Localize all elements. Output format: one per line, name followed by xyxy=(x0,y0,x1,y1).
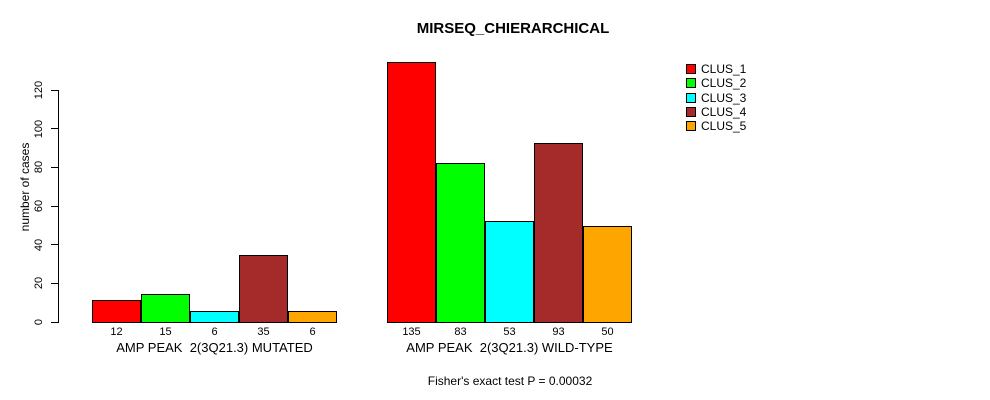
y-tick-mark xyxy=(51,89,58,91)
legend-label: CLUS_2 xyxy=(701,76,747,91)
legend-swatch xyxy=(686,92,696,103)
y-tick-label: 60 xyxy=(33,199,45,213)
bar-group1-clus2 xyxy=(141,294,190,323)
y-tick-label: 20 xyxy=(33,277,45,290)
y-tick-label: 80 xyxy=(33,161,45,174)
legend-item: CLUS_1 xyxy=(686,62,746,76)
legend-swatch xyxy=(686,78,696,89)
legend-label: CLUS_3 xyxy=(701,90,747,105)
bar-value-label-group2-clus1: 135 xyxy=(402,326,421,338)
legend-item: CLUS_5 xyxy=(686,119,746,133)
x-group-label-1: AMP PEAK 2(3Q21.3) MUTATED xyxy=(116,340,313,355)
legend-item: CLUS_4 xyxy=(686,105,746,119)
bar-group2-clus4 xyxy=(534,143,583,323)
bar-group1-clus3 xyxy=(190,311,239,323)
bar-value-label-group1-clus2: 15 xyxy=(159,326,172,338)
legend-label: CLUS_4 xyxy=(701,105,747,120)
legend-swatch xyxy=(686,121,696,132)
y-tick-mark xyxy=(51,205,58,207)
legend: CLUS_1 CLUS_2 CLUS_3 CLUS_4 CLUS_5 xyxy=(686,62,746,133)
legend-label: CLUS_5 xyxy=(701,119,747,134)
legend-label: CLUS_1 xyxy=(701,62,747,77)
y-tick-label: 0 xyxy=(33,318,45,326)
y-tick-mark xyxy=(51,128,58,130)
y-tick-label: 100 xyxy=(33,119,45,138)
bar-value-label-group1-clus1: 12 xyxy=(110,326,123,338)
bar-value-label-group2-clus4: 93 xyxy=(552,326,565,338)
legend-swatch xyxy=(686,64,696,75)
legend-item: CLUS_2 xyxy=(686,76,746,90)
y-tick-mark xyxy=(51,282,58,284)
x-group-label-2: AMP PEAK 2(3Q21.3) WILD-TYPE xyxy=(406,340,613,355)
y-tick-mark xyxy=(51,166,58,168)
bar-group2-clus1 xyxy=(387,62,436,323)
bar-group2-clus3 xyxy=(485,220,534,323)
bar-group1-clus1 xyxy=(92,299,141,323)
bar-value-label-group2-clus2: 83 xyxy=(454,326,467,338)
chart-title: MIRSEQ_CHIERARCHICAL xyxy=(416,20,610,37)
y-axis-line xyxy=(58,90,59,323)
legend-item: CLUS_3 xyxy=(686,91,746,105)
bar-value-label-group1-clus4: 35 xyxy=(257,326,270,338)
annotation-fisher-test: Fisher's exact test P = 0.00032 xyxy=(427,374,593,388)
bar-group2-clus5 xyxy=(583,226,632,323)
bar-group1-clus5 xyxy=(288,311,337,323)
bar-value-label-group2-clus3: 53 xyxy=(503,326,516,338)
y-tick-mark xyxy=(51,244,58,246)
y-tick-label: 120 xyxy=(33,80,45,100)
bar-group2-clus2 xyxy=(436,162,485,323)
bar-value-label-group2-clus5: 50 xyxy=(601,326,614,338)
y-tick-mark xyxy=(51,321,58,323)
legend-swatch xyxy=(686,107,696,118)
bar-group1-clus4 xyxy=(239,255,288,323)
bar-value-label-group1-clus3: 6 xyxy=(211,326,218,338)
y-tick-label: 40 xyxy=(33,238,45,251)
bar-value-label-group1-clus5: 6 xyxy=(309,326,316,338)
